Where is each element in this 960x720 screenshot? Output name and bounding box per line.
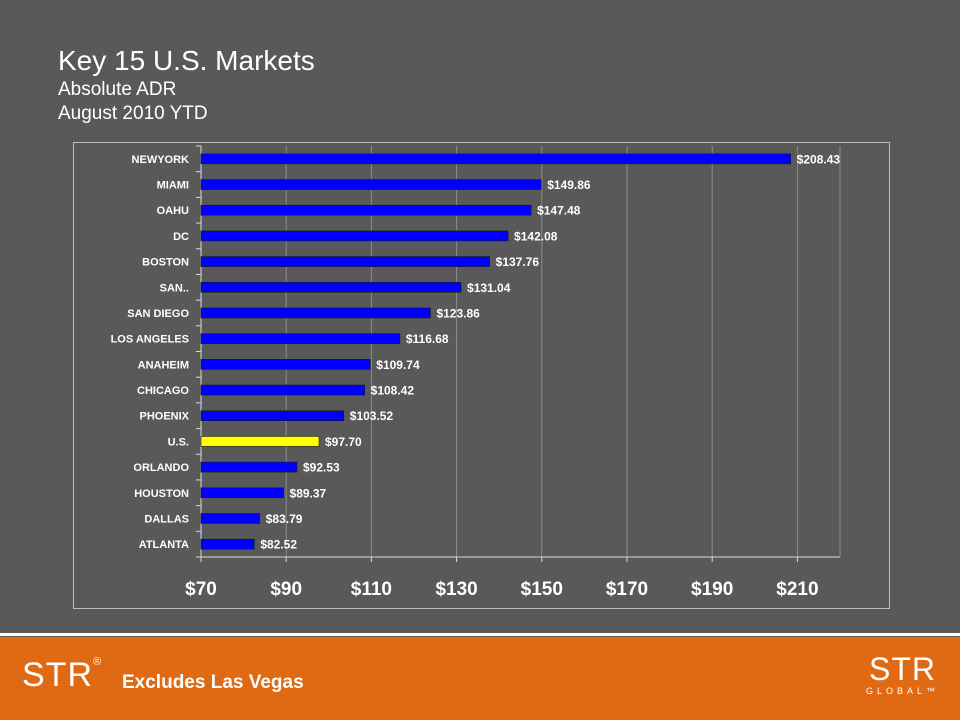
str-global-logo-main: STR bbox=[869, 651, 937, 687]
bar-chart: $70 $90 $110 $130 $150 $170 $190 $210 NEWYORK $20… bbox=[111, 145, 841, 600]
bar bbox=[200, 436, 320, 447]
bar bbox=[200, 153, 792, 165]
bar bbox=[200, 487, 284, 499]
data-label: $92.53 bbox=[303, 461, 340, 475]
chart-period: August 2010 YTD bbox=[58, 103, 208, 124]
data-label: $131.04 bbox=[467, 281, 511, 295]
data-label: $108.42 bbox=[371, 384, 415, 398]
category-label: SAN.. bbox=[160, 282, 189, 294]
category-label: MIAMI bbox=[157, 180, 189, 192]
category-label: SAN DIEGO bbox=[127, 308, 189, 320]
category-label: BOSTON bbox=[142, 257, 189, 269]
bar bbox=[200, 204, 532, 216]
category-label: ANAHEIM bbox=[138, 359, 189, 371]
data-label: $142.08 bbox=[514, 229, 558, 243]
x-tick-label: $190 bbox=[691, 579, 733, 600]
footnote: Excludes Las Vegas bbox=[122, 672, 304, 693]
data-label: $149.86 bbox=[547, 178, 591, 192]
data-label: $116.68 bbox=[406, 332, 449, 346]
data-label: $137.76 bbox=[496, 255, 540, 269]
bar bbox=[200, 333, 401, 344]
data-label: $103.52 bbox=[350, 409, 394, 423]
str-logo-text: STR bbox=[22, 656, 93, 694]
category-label: DC bbox=[173, 231, 189, 243]
bar bbox=[200, 538, 255, 550]
bar bbox=[200, 410, 345, 422]
category-label: OAHU bbox=[157, 205, 189, 217]
category-label: U.S. bbox=[168, 436, 189, 448]
chart-subtitle: Absolute ADR bbox=[58, 79, 177, 100]
x-tick-label: $130 bbox=[435, 579, 477, 600]
data-label: $123.86 bbox=[436, 306, 480, 320]
bar bbox=[200, 256, 490, 267]
data-label: $208.43 bbox=[797, 152, 841, 166]
category-label: ATLANTA bbox=[139, 539, 189, 551]
category-label: DALLAS bbox=[144, 513, 189, 525]
str-global-logo: STR GLOBAL™ bbox=[866, 652, 939, 696]
data-label: $147.48 bbox=[537, 204, 581, 218]
str-logo: STR® bbox=[22, 656, 102, 695]
x-tick-label: $110 bbox=[351, 579, 392, 600]
data-label: $89.37 bbox=[290, 486, 327, 500]
bar bbox=[200, 179, 542, 190]
chart-title: Key 15 U.S. Markets bbox=[58, 45, 315, 76]
category-label: HOUSTON bbox=[134, 488, 189, 500]
data-label: $109.74 bbox=[376, 358, 420, 372]
x-tick-label: $150 bbox=[521, 579, 563, 600]
data-label: $97.70 bbox=[325, 435, 362, 449]
data-label: $83.79 bbox=[266, 512, 303, 526]
footer-divider bbox=[0, 633, 960, 636]
bar bbox=[200, 359, 371, 370]
x-tick-label: $90 bbox=[270, 579, 302, 600]
x-tick-label: $70 bbox=[185, 579, 217, 600]
category-label: CHICAGO bbox=[137, 385, 189, 397]
footer-bar bbox=[0, 637, 960, 720]
bar bbox=[200, 384, 365, 396]
category-label: ORLANDO bbox=[133, 462, 189, 474]
registered-mark: ® bbox=[93, 656, 103, 668]
category-label: LOS ANGELES bbox=[111, 334, 189, 346]
bar bbox=[200, 513, 261, 524]
data-label: $82.52 bbox=[260, 538, 297, 552]
category-label: NEWYORK bbox=[132, 154, 190, 166]
str-global-logo-sub: GLOBAL™ bbox=[866, 686, 940, 696]
title-block: Key 15 U.S. Markets Absolute ADR August … bbox=[58, 44, 315, 126]
bar bbox=[200, 461, 298, 473]
bar bbox=[200, 281, 462, 293]
bar bbox=[200, 307, 431, 319]
x-tick-label: $170 bbox=[606, 579, 648, 600]
x-tick-label: $210 bbox=[776, 579, 818, 600]
chart-frame: $70 $90 $110 $130 $150 $170 $190 $210 NEWYORK $20… bbox=[73, 142, 890, 609]
category-label: PHOENIX bbox=[139, 411, 189, 423]
bar bbox=[200, 230, 509, 242]
